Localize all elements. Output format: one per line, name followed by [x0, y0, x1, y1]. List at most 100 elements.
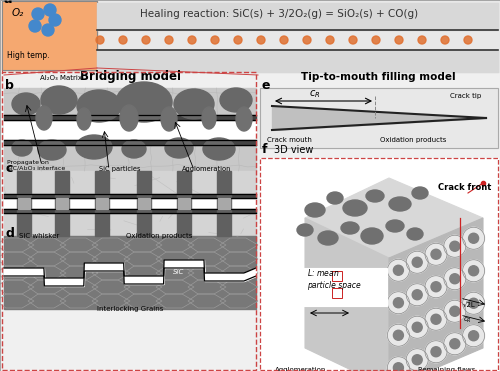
Circle shape [234, 36, 242, 44]
Bar [2, 1, 97, 70]
Bar [260, 158, 498, 370]
Circle shape [280, 36, 288, 44]
Text: Oxidation products: Oxidation products [380, 137, 446, 143]
Text: e: e [261, 79, 270, 92]
Circle shape [450, 306, 460, 316]
Circle shape [165, 36, 173, 44]
Circle shape [406, 316, 428, 338]
Bar [18, 198, 30, 209]
Text: Propagate on
SiC/Al₂O₃ interface: Propagate on SiC/Al₂O₃ interface [7, 160, 65, 171]
Ellipse shape [341, 222, 359, 234]
Circle shape [431, 314, 441, 324]
Ellipse shape [366, 190, 384, 202]
Text: SiC: SiC [174, 269, 184, 275]
Circle shape [468, 331, 478, 341]
Bar [2, 1, 97, 70]
Polygon shape [305, 218, 389, 371]
Circle shape [450, 241, 460, 251]
Text: SiC whisker: SiC whisker [19, 233, 59, 239]
Bar [2, 72, 256, 370]
Text: Al₂O₃ Matrix: Al₂O₃ Matrix [40, 75, 82, 81]
Ellipse shape [297, 224, 313, 236]
Bar [137, 171, 151, 236]
Ellipse shape [202, 107, 216, 129]
Circle shape [388, 324, 409, 346]
Text: Crack tip: Crack tip [450, 93, 481, 99]
Circle shape [425, 341, 447, 363]
Circle shape [462, 325, 484, 347]
Circle shape [388, 357, 409, 371]
Bar [4, 236, 256, 309]
Text: Bridging model: Bridging model [80, 70, 180, 83]
Circle shape [412, 355, 422, 365]
Bar [332, 271, 342, 281]
Text: d: d [5, 227, 14, 240]
Circle shape [42, 24, 54, 36]
Bar [0, 0, 500, 72]
Ellipse shape [305, 203, 325, 217]
Circle shape [119, 36, 127, 44]
Ellipse shape [203, 138, 235, 160]
Text: O₂: O₂ [12, 8, 24, 18]
Text: Tip-to-mouth filling model: Tip-to-mouth filling model [300, 72, 456, 82]
Circle shape [444, 235, 466, 257]
Text: SiC particles: SiC particles [99, 166, 140, 172]
Circle shape [406, 349, 428, 371]
Circle shape [49, 14, 61, 26]
Ellipse shape [165, 138, 193, 158]
Circle shape [444, 268, 466, 290]
Circle shape [444, 333, 466, 355]
Circle shape [418, 36, 426, 44]
Ellipse shape [120, 105, 138, 131]
Circle shape [406, 251, 428, 273]
Circle shape [349, 36, 357, 44]
Text: Interlocking Grains: Interlocking Grains [97, 306, 163, 312]
Text: c: c [5, 162, 12, 175]
Ellipse shape [327, 192, 343, 204]
Ellipse shape [174, 89, 214, 119]
Bar [178, 198, 190, 209]
Circle shape [468, 266, 478, 276]
Ellipse shape [77, 108, 91, 130]
Text: Healing reaction: SiC(s) + 3/2O₂(g) = SiO₂(s) + CO(g): Healing reaction: SiC(s) + 3/2O₂(g) = Si… [140, 9, 418, 19]
Circle shape [468, 298, 478, 308]
Bar [260, 158, 498, 370]
Bar [302, 268, 387, 306]
Text: √2L: √2L [463, 303, 476, 309]
Circle shape [326, 36, 334, 44]
Circle shape [395, 36, 403, 44]
Circle shape [394, 298, 404, 308]
Ellipse shape [318, 231, 338, 245]
Circle shape [462, 292, 484, 314]
Ellipse shape [361, 228, 383, 244]
Circle shape [29, 20, 41, 32]
Circle shape [462, 260, 484, 282]
Bar [17, 171, 31, 236]
Circle shape [431, 282, 441, 292]
Ellipse shape [38, 140, 66, 160]
Ellipse shape [389, 197, 411, 211]
Circle shape [142, 36, 150, 44]
Ellipse shape [41, 86, 77, 114]
Text: Remaining flaws: Remaining flaws [418, 367, 476, 371]
Circle shape [431, 249, 441, 259]
Ellipse shape [412, 187, 428, 199]
Text: Agglomeration: Agglomeration [275, 367, 326, 371]
Ellipse shape [12, 93, 40, 115]
Ellipse shape [220, 88, 252, 112]
Bar [4, 171, 256, 236]
Ellipse shape [36, 106, 52, 130]
Bar [96, 198, 108, 209]
Ellipse shape [407, 228, 423, 240]
Circle shape [394, 330, 404, 340]
Ellipse shape [116, 82, 172, 122]
Text: a: a [3, 0, 12, 6]
Circle shape [303, 36, 311, 44]
Circle shape [412, 290, 422, 300]
Circle shape [394, 363, 404, 371]
Polygon shape [305, 178, 483, 258]
Circle shape [257, 36, 265, 44]
Circle shape [464, 36, 472, 44]
Ellipse shape [12, 140, 32, 156]
Ellipse shape [77, 90, 121, 122]
